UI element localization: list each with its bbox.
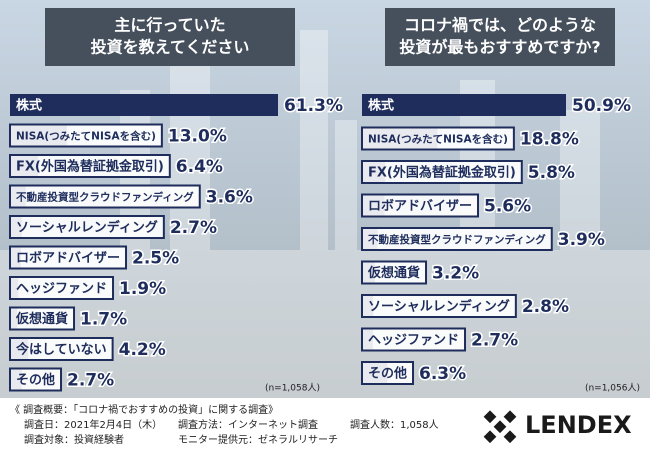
- value-label: 1.7%: [80, 310, 127, 330]
- value-label: 2.5%: [132, 249, 179, 269]
- survey-item: 調査対象：投資経験者: [24, 433, 124, 446]
- value-label: 61.3%: [284, 96, 343, 116]
- bar: [10, 94, 278, 116]
- label-box: [9, 123, 163, 148]
- category-label: ロボアドバイザー: [368, 198, 472, 214]
- category-label: 不動産投資型クラウドファンディング: [16, 191, 194, 204]
- footer-background: [0, 398, 650, 450]
- title-box: [385, 8, 615, 66]
- sample-note: (n=1,058人): [265, 383, 320, 394]
- chart-title: コロナ禍では、どのような: [404, 16, 596, 35]
- label-box: [361, 260, 428, 285]
- value-label: 3.9%: [558, 230, 605, 250]
- category-label: NISA(つみたてNISAを含む): [16, 130, 156, 143]
- category-label: その他: [16, 372, 55, 388]
- label-box: [9, 306, 76, 331]
- category-label: 株式: [368, 98, 394, 114]
- category-label: FX(外国為替証拠金取引): [368, 165, 516, 181]
- label-box: [361, 126, 515, 151]
- value-label: 2.8%: [522, 297, 569, 317]
- value-label: 5.6%: [484, 197, 531, 217]
- label-box: [9, 337, 114, 361]
- category-label: 不動産投資型クラウドファンディング: [368, 233, 546, 246]
- category-label: ソーシャルレンディング: [368, 299, 510, 315]
- survey-item: 調査人数：1,058人: [350, 418, 439, 431]
- category-label: 仮想通貨: [15, 311, 68, 327]
- category-label: ヘッジファンド: [368, 333, 459, 348]
- value-label: 2.7%: [67, 371, 114, 391]
- label-box: [9, 184, 201, 209]
- label-box: [9, 154, 171, 178]
- category-label: NISA(つみたてNISAを含む): [368, 133, 508, 146]
- bar: [362, 94, 566, 116]
- category-label: 株式: [16, 98, 42, 114]
- survey-heading: 《 調査概要：「コロナ禍でおすすめの投資」に関する調査》: [10, 403, 278, 416]
- value-label: 1.9%: [119, 279, 166, 299]
- category-label: その他: [368, 366, 407, 382]
- value-label: 13.0%: [168, 127, 227, 147]
- label-box: [361, 227, 553, 251]
- category-label: FX(外国為替証拠金取引): [16, 159, 164, 175]
- logo-text: LENDEX: [525, 411, 632, 439]
- value-label: 6.3%: [419, 364, 466, 384]
- category-label: 仮想通貨: [367, 265, 420, 281]
- label-box: [9, 215, 165, 239]
- label-box: [361, 361, 415, 385]
- chart-title: 投資を教えてください: [91, 38, 250, 57]
- value-label: 2.7%: [170, 218, 217, 238]
- value-label: 50.9%: [572, 96, 631, 116]
- label-box: [9, 245, 128, 270]
- value-label: 3.6%: [206, 188, 253, 208]
- value-label: 2.7%: [471, 331, 518, 351]
- logo-icon: [483, 410, 517, 444]
- title-box: [45, 8, 295, 66]
- chart-title: 主に行っていた: [114, 16, 225, 35]
- label-box: [361, 294, 517, 318]
- value-label: 4.2%: [119, 340, 166, 360]
- category-label: ロボアドバイザー: [16, 250, 120, 266]
- label-box: [361, 327, 467, 352]
- category-label: ヘッジファンド: [16, 282, 107, 297]
- category-label: 今はしていない: [15, 342, 107, 358]
- survey-item: モニター提供元：ゼネラルリサーチ: [178, 433, 338, 446]
- label-box: [361, 193, 480, 218]
- value-label: 5.8%: [528, 163, 575, 183]
- value-label: 3.2%: [432, 264, 479, 284]
- category-label: ソーシャルレンディング: [16, 220, 158, 236]
- chart-title: 投資が最もおすすめですか?: [399, 38, 600, 57]
- value-label: 18.8%: [520, 130, 579, 150]
- label-box: [361, 160, 523, 184]
- label-box: [9, 367, 63, 392]
- survey-item: 調査日：2021年2月4日（木）: [24, 418, 162, 431]
- value-label: 6.4%: [176, 157, 223, 177]
- label-box: [9, 276, 115, 300]
- sample-note: (n=1,056人): [585, 383, 640, 394]
- survey-item: 調査方法：インターネット調査: [178, 418, 318, 431]
